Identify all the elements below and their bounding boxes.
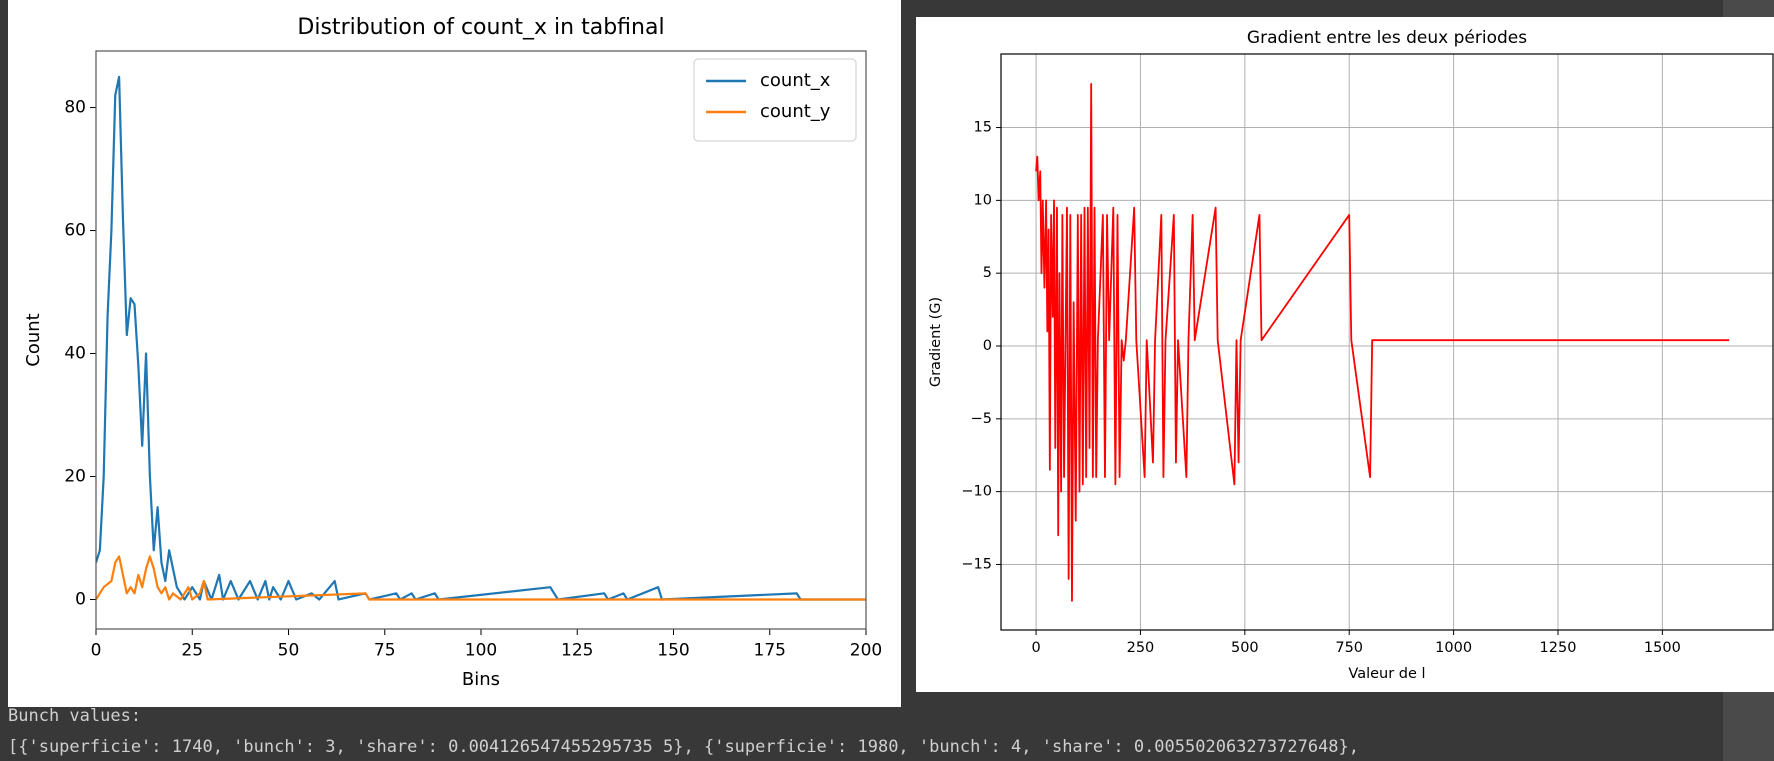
legend-box [693,58,857,142]
y-tick-label: −5 [971,411,992,427]
y-tick-label: 0 [983,338,992,354]
y-tick-label: 80 [64,98,86,118]
output-heading: Bunch values: [8,706,142,726]
x-tick-label: 1000 [1435,640,1472,656]
x-tick-label: 1250 [1540,640,1577,656]
y-tick-label: −15 [961,556,992,572]
y-tick-label: 15 [974,120,992,136]
chart: Gradient entre les deux périodes Valeur d… [928,28,1774,682]
y-tick-label: 60 [64,221,86,241]
x-tick-label: 150 [657,640,689,660]
legend-label: count_x [760,70,831,91]
data-line [96,555,866,601]
y-axis-label: Count [23,313,44,366]
x-tick-label: 500 [1231,640,1259,656]
x-axis-label: Bins [462,669,500,690]
x-tick-label: 0 [1031,640,1040,656]
y-tick-label: −10 [961,484,992,500]
x-tick-label: 75 [374,640,396,660]
x-tick-label: 25 [181,640,203,660]
output-line: [{'superficie': 1740, 'bunch': 3, 'share… [8,737,1360,757]
legend-label: count_y [760,101,831,122]
y-tick-label: 0 [75,589,86,609]
chart: Distribution of count_x in tabfinal Bins C… [23,15,882,690]
plot-area [96,75,866,601]
plot-area [1035,82,1730,602]
x-tick-label: 100 [465,640,497,660]
data-line [96,75,866,601]
x-axis-label: Valeur de l [1348,666,1425,682]
axes-frame [95,50,867,630]
data-line [1035,82,1730,602]
chart-title: Distribution of count_x in tabfinal [297,15,664,40]
y-tick-label: 40 [64,344,86,364]
x-tick-label: 0 [91,640,102,660]
x-tick-label: 250 [1127,640,1155,656]
y-tick-label: 10 [974,192,992,208]
x-tick-label: 175 [754,640,786,660]
y-tick-label: 5 [983,265,992,281]
x-tick-label: 200 [850,640,882,660]
x-tick-label: 750 [1335,640,1363,656]
chart-panel: Gradient entre les deux périodes Valeur d… [916,17,1774,692]
x-tick-label: 125 [561,640,593,660]
y-tick-label: 20 [64,467,86,487]
x-tick-label: 1500 [1644,640,1681,656]
y-axis-label: Gradient (G) [928,297,944,387]
chart-panel: Distribution of count_x in tabfinal Bins C… [8,0,901,707]
axes-frame [1000,53,1774,631]
chart-title: Gradient entre les deux périodes [1247,28,1527,48]
x-tick-label: 50 [278,640,300,660]
